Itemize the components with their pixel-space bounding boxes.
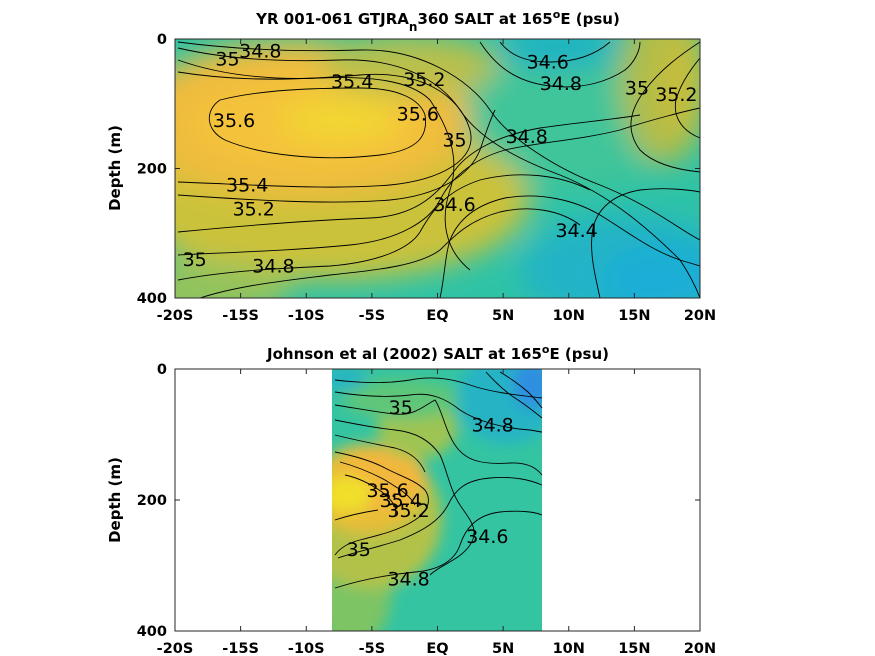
contour-label: 34.8 [506, 126, 548, 148]
x-tick-label: -5S [359, 308, 386, 324]
contour-label: 35.2 [233, 199, 275, 221]
top-axes: -20S -15S -10S -5S EQ 5N 10N 15N 20N 0 200 400 [137, 32, 716, 324]
contour-label: 35.6 [366, 480, 408, 502]
contour-line [177, 41, 700, 241]
top-color-field [175, 39, 700, 298]
contour-line [208, 87, 427, 159]
contour-label: 34.6 [527, 52, 569, 74]
top-contours [177, 41, 700, 298]
contour-line [630, 41, 700, 173]
contour-line [177, 71, 472, 188]
contour-line [499, 371, 543, 409]
top-ylabel: Depth (m) [106, 125, 124, 211]
contour-line [339, 461, 416, 506]
bottom-ylabel: Depth (m) [106, 457, 124, 543]
x-tick-label: -10S [288, 641, 325, 656]
contour-label: 35 [347, 539, 371, 561]
x-tick-label: 5N [492, 641, 514, 656]
contour-line [439, 195, 700, 298]
contour-label: 35.4 [226, 175, 268, 197]
contour-line [177, 114, 641, 233]
bottom-contours [334, 371, 543, 589]
contour-label: 34.8 [252, 256, 294, 278]
bottom-contour-labels: 35 34.8 35.635.435.2 34.6 35 34.8 [347, 397, 514, 591]
x-tick-label: EQ [426, 308, 448, 324]
x-tick-label: 10N [553, 308, 585, 324]
contour-line [334, 391, 543, 433]
bottom-panel: Johnson et al (2002) SALT at 165oE (psu) [106, 343, 716, 656]
top-contour-labels: 35 34.835.4 35.235.635.635 34.834.634.8 35 35… [183, 41, 698, 278]
bottom-axes: -20S -15S -10S -5S EQ 5N 10N 15N 20N 0 200 400 [137, 362, 716, 656]
contour-line [334, 419, 475, 576]
top-title: YR 001-061 GTJRAn360 SALT at 165oE (psu) [255, 8, 620, 34]
contour-label: 35 [442, 129, 466, 151]
x-tick-label: -10S [288, 308, 325, 324]
x-tick-label: 10N [553, 641, 585, 656]
contour-line [674, 57, 700, 139]
contour-label: 35 [389, 397, 413, 419]
bottom-title: Johnson et al (2002) SALT at 165oE (psu) [266, 343, 609, 363]
top-panel: YR 001-061 GTJRAn360 SALT at 165oE (psu) [106, 8, 716, 324]
x-tick-label: 5N [492, 308, 514, 324]
x-tick-label: 20N [684, 641, 716, 656]
contour-label: 35.4 [380, 490, 422, 512]
contour-label: 35.2 [403, 69, 445, 91]
contour-label: 35.4 [331, 71, 373, 93]
contour-line [177, 59, 471, 271]
contour-line [485, 371, 543, 419]
x-tick-label: -15S [222, 641, 259, 656]
contour-label: 35 [625, 78, 649, 100]
contour-line [177, 174, 591, 281]
contour-label: 35.6 [213, 110, 255, 132]
contour-label: 35.6 [397, 103, 439, 125]
x-tick-label: -15S [222, 308, 259, 324]
contour-label: 35.2 [655, 84, 697, 106]
contour-line [177, 109, 496, 203]
contour-line [344, 474, 397, 516]
contour-label: 34.8 [471, 415, 513, 437]
y-tick-label: 400 [137, 624, 167, 640]
contour-line [334, 377, 543, 399]
contour-label: 34.8 [239, 41, 281, 63]
contour-line [334, 510, 543, 589]
contour-line [334, 509, 379, 521]
contour-line [334, 399, 543, 476]
contour-line [479, 41, 641, 88]
contour-label: 35.2 [387, 500, 429, 522]
contour-label: 35 [215, 48, 239, 70]
contour-label: 35 [183, 249, 207, 271]
y-tick-label: 200 [137, 162, 167, 178]
contour-line [591, 188, 700, 298]
x-tick-label: EQ [426, 641, 448, 656]
contour-line [337, 477, 543, 559]
contour-line [334, 451, 429, 556]
x-tick-label: 15N [618, 641, 650, 656]
contour-label: 34.4 [555, 220, 597, 242]
y-tick-label: 0 [157, 32, 167, 48]
contour-line [499, 41, 611, 63]
x-tick-label: 20N [684, 308, 716, 324]
x-tick-label: -20S [157, 641, 194, 656]
contour-line [177, 107, 700, 256]
contour-line [334, 434, 426, 473]
x-tick-label: -5S [359, 641, 386, 656]
y-tick-label: 0 [157, 362, 167, 378]
x-tick-label: 15N [618, 308, 650, 324]
contour-label: 34.8 [540, 73, 582, 95]
x-tick-label: -20S [157, 308, 194, 324]
y-tick-label: 200 [137, 493, 167, 509]
y-tick-label: 400 [137, 291, 167, 307]
contour-line [199, 208, 581, 298]
contour-label: 34.6 [433, 194, 475, 216]
contour-label: 34.6 [466, 526, 508, 548]
contour-label: 34.8 [387, 569, 429, 591]
contour-line [177, 47, 700, 298]
